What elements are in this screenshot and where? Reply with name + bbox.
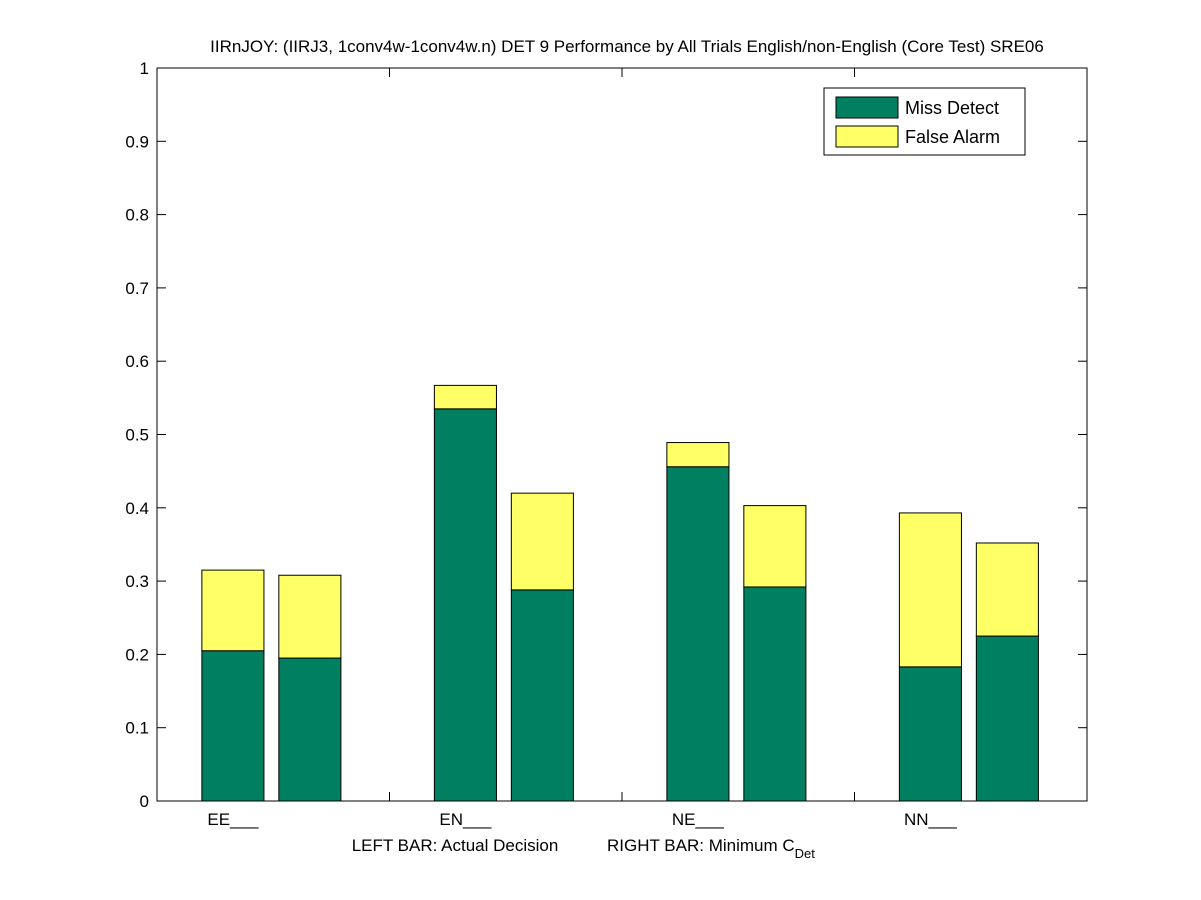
bar-right-miss-detect [278,657,342,802]
bar-right-false-alarm [278,574,342,659]
y-tick-label: 0.2 [125,645,149,664]
x-tick-label: NE___ [672,810,725,829]
x-axis-label-right: RIGHT BAR: Minimum CDet [607,836,815,861]
y-tick-label: 1 [140,59,149,78]
x-axis-label-right-subscript: Det [795,846,816,861]
x-tick-label: EN___ [439,810,492,829]
bar-right-false-alarm [975,542,1039,637]
bar-left-false-alarm [898,512,962,668]
bar-right-miss-detect [510,589,574,802]
y-tick-label: 0 [140,792,149,811]
bar-right-false-alarm [743,505,807,588]
x-axis-category-labels: EE___ EN___ NE___ NN___ [207,810,957,829]
y-tick-label: 0.5 [125,426,149,445]
bar-right-miss-detect [743,586,807,802]
legend-swatch-miss-detect [835,96,899,119]
y-axis-tick-labels: 0 0.1 0.2 0.3 0.4 0.5 0.6 0.7 0.8 0.9 1 [125,59,149,811]
x-axis-label-left: LEFT BAR: Actual Decision [352,836,559,855]
bar-left-false-alarm [201,569,265,652]
bar-right-false-alarm [510,492,574,591]
legend-label-false-alarm: False Alarm [905,127,1000,147]
bar-left-false-alarm [433,384,497,410]
legend: Miss Detect False Alarm [823,87,1026,156]
y-tick-label: 0.3 [125,572,149,591]
y-tick-label: 0.6 [125,352,149,371]
y-tick-label: 0.7 [125,279,149,298]
bar-left-miss-detect [666,466,730,802]
x-tick-label: EE___ [207,810,259,829]
plot-frame [156,67,1088,802]
y-tick-label: 0.4 [125,499,149,518]
bar-left-false-alarm [666,442,730,468]
x-tick-label: NN___ [904,810,957,829]
bar-left-miss-detect [898,666,962,802]
y-tick-label: 0.9 [125,132,149,151]
chart-title: IIRnJOY: (IIRJ3, 1conv4w-1conv4w.n) DET … [210,37,1044,56]
bar-left-miss-detect [201,650,265,802]
bars [201,384,1039,802]
legend-label-miss-detect: Miss Detect [905,98,999,118]
y-tick-label: 0.1 [125,719,149,738]
legend-swatch-false-alarm [835,125,899,148]
y-tick-label: 0.8 [125,206,149,225]
bar-right-miss-detect [975,635,1039,802]
bar-left-miss-detect [433,408,497,802]
x-axis-label-right-main: RIGHT BAR: Minimum C [607,836,795,855]
